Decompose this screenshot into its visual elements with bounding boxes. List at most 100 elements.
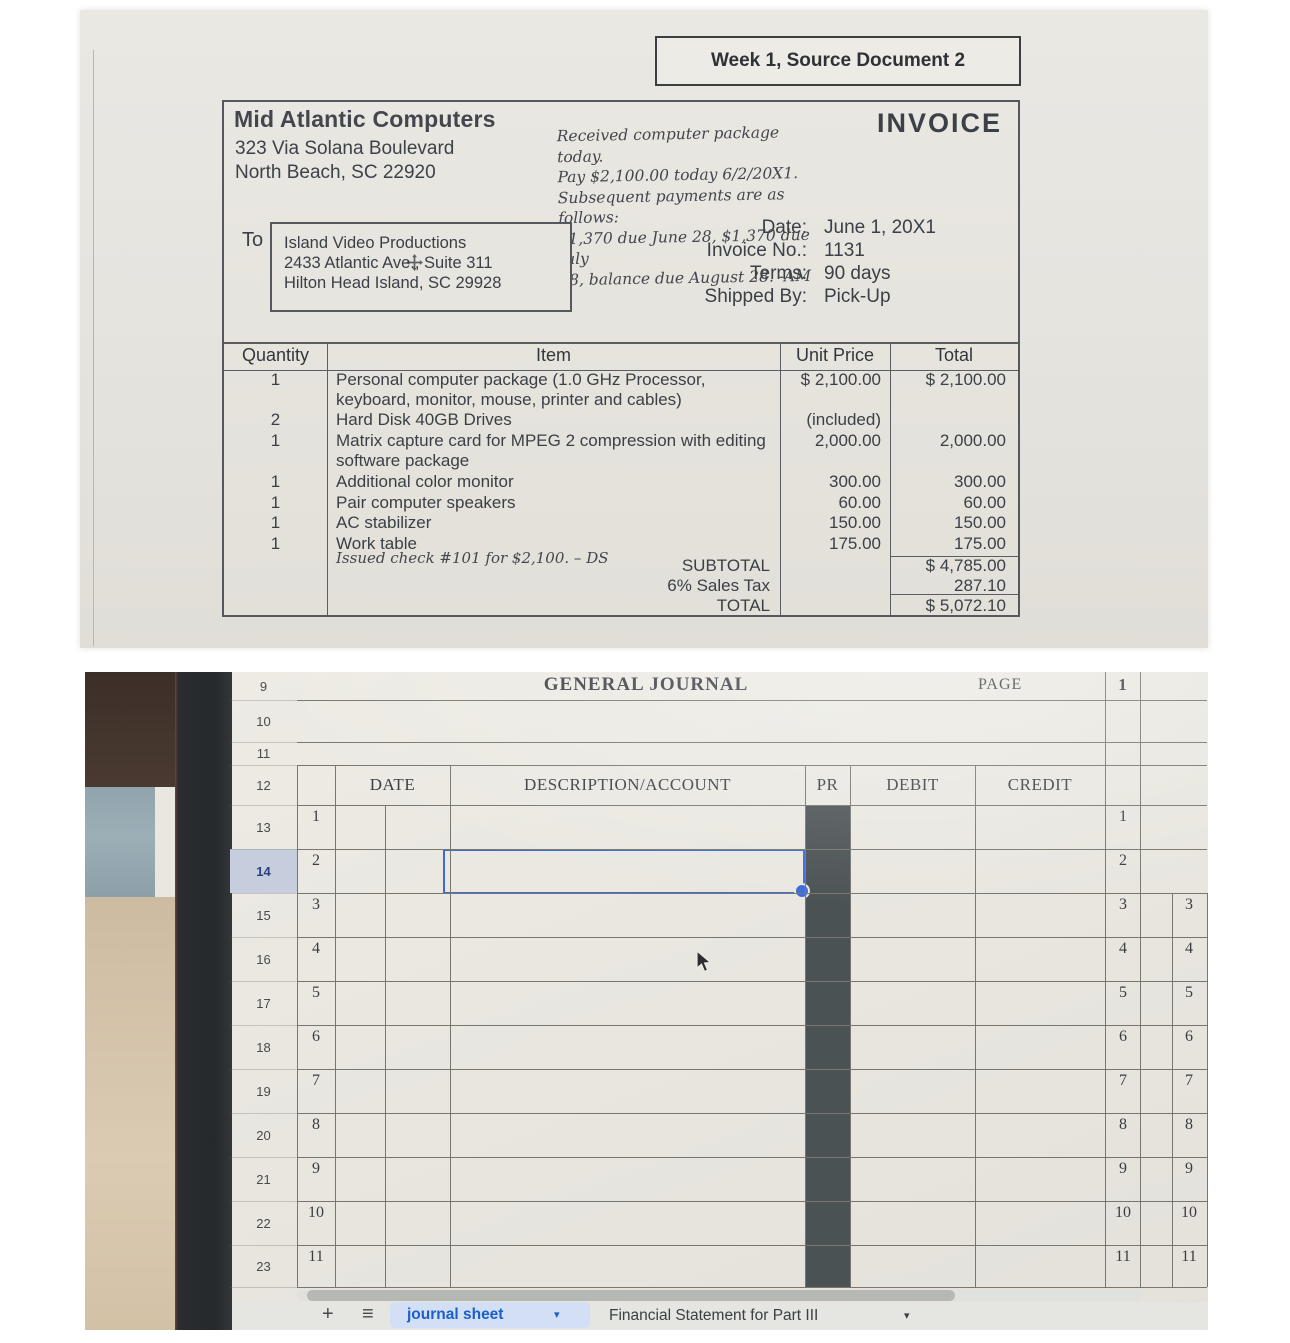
bill-to-line: Island Video Productions [284, 234, 467, 252]
grid-line [230, 1245, 297, 1246]
tab-dropdown-caret-icon[interactable]: ▾ [904, 1310, 910, 1322]
qty-cell: 1 [270, 370, 281, 389]
line-number-left: 8 [312, 1116, 320, 1133]
unit-price-cell: 150.00 [829, 513, 881, 532]
grid-line [230, 981, 297, 982]
row-header-11[interactable]: 11 [256, 746, 271, 761]
bill-to-line: Hilton Head Island, SC 29928 [284, 274, 502, 292]
grid-line [1140, 672, 1141, 1287]
note-line: Received computer package today. [556, 123, 780, 166]
shipped-by-value: Pick-Up [824, 286, 891, 307]
line-number-next-page: 8 [1185, 1116, 1193, 1133]
grid-line [230, 1287, 297, 1288]
active-tab-background[interactable] [390, 1302, 590, 1328]
subtotal-label: SUBTOTAL [681, 556, 770, 575]
selected-cell[interactable] [443, 849, 805, 894]
summary-row: TOTAL $ 5,072.10 [224, 596, 1018, 618]
line-number-next-page: 10 [1181, 1204, 1197, 1221]
sales-tax-value: 287.10 [954, 576, 1006, 595]
grid-line [297, 1157, 1207, 1158]
background-wood-floor [85, 897, 177, 1330]
item-cell: Pair computer speakers [336, 493, 516, 512]
handwritten-check-note: Issued check #101 for $2,100. – DS [336, 549, 609, 567]
row-header-13[interactable]: 13 [256, 819, 271, 835]
col-header-debit: DEBIT [886, 775, 939, 794]
date-label: Date: [761, 217, 807, 238]
terms-label: Terms: [750, 263, 807, 284]
line-number-next-page: 3 [1185, 896, 1193, 913]
grid-line [297, 849, 1207, 850]
grid-line [297, 981, 1207, 982]
horizontal-scrollbar-thumb[interactable] [307, 1290, 955, 1301]
unit-price-cell [780, 576, 890, 596]
unit-price-cell: 60.00 [838, 493, 881, 512]
total-cell: 300.00 [954, 472, 1006, 491]
grid-line [297, 1287, 1207, 1288]
row-header-12[interactable]: 12 [256, 777, 271, 793]
line-number-right: 1 [1119, 808, 1127, 825]
row-header-19[interactable]: 19 [256, 1083, 271, 1099]
row-header-17[interactable]: 17 [256, 995, 271, 1011]
line-number-right: 7 [1119, 1072, 1127, 1089]
row-header-9[interactable]: 9 [259, 678, 268, 694]
line-number-right: 6 [1119, 1028, 1127, 1045]
line-number-next-page: 9 [1185, 1160, 1193, 1177]
grid-line [297, 805, 1207, 806]
unit-price-cell: 175.00 [829, 534, 881, 553]
invoice-no-label: Invoice No.: [706, 240, 807, 261]
paper-fold-line [93, 50, 94, 646]
col-header-unit-price: Unit Price [795, 345, 875, 365]
tab-journal-sheet[interactable]: journal sheet [407, 1306, 504, 1323]
row-header-16[interactable]: 16 [256, 951, 271, 967]
grid-line [297, 700, 1207, 701]
total-cell: $ 2,100.00 [925, 370, 1006, 389]
qty-cell [224, 556, 327, 576]
line-number-left: 11 [308, 1248, 324, 1265]
line-number-left: 5 [312, 984, 320, 1001]
unit-price-cell: $ 2,100.00 [800, 370, 881, 389]
tab-dropdown-caret-icon[interactable]: ▾ [554, 1309, 560, 1321]
all-sheets-menu-icon[interactable]: ≡ [362, 1303, 374, 1325]
selection-fill-handle[interactable] [794, 883, 810, 899]
pr-column-dark-band [805, 805, 850, 1287]
company-name: Mid Atlantic Computers [234, 106, 496, 132]
col-header-quantity: Quantity [241, 345, 310, 365]
grid-line [230, 765, 297, 766]
row-header-20[interactable]: 20 [256, 1127, 271, 1143]
sales-tax-label: 6% Sales Tax [667, 576, 770, 595]
company-address-line2: North Beach, SC 22920 [235, 162, 436, 183]
row-header-23[interactable]: 23 [256, 1258, 271, 1274]
scanned-invoice-document: Week 1, Source Document 2 Mid Atlantic C… [80, 10, 1208, 648]
invoice-box: Mid Atlantic Computers 323 Via Solana Bo… [222, 100, 1020, 617]
move-cursor-icon [406, 254, 423, 271]
row-header-14[interactable]: 14 [230, 849, 297, 893]
line-number-right: 10 [1115, 1204, 1131, 1221]
grid-line [230, 937, 297, 938]
row-header-22[interactable]: 22 [256, 1215, 271, 1231]
line-number-right: 9 [1119, 1160, 1127, 1177]
item-cell: Personal computer package (1.0 GHz Proce… [336, 370, 706, 409]
to-label: To [242, 229, 264, 251]
line-number-left: 7 [312, 1072, 320, 1089]
banner-text: Week 1, Source Document 2 [710, 50, 966, 71]
grid-line [230, 1069, 297, 1070]
row-header-15[interactable]: 15 [256, 907, 271, 923]
grid-line [297, 1025, 1207, 1026]
grid-line [230, 742, 297, 743]
invoice-no-value: 1131 [824, 240, 865, 261]
row-header-21[interactable]: 21 [256, 1171, 271, 1187]
line-number-next-page: 7 [1185, 1072, 1193, 1089]
add-sheet-button[interactable]: + [322, 1303, 334, 1325]
grid-line [1207, 893, 1208, 1287]
row-header-10[interactable]: 10 [256, 713, 271, 729]
line-number-right: 4 [1119, 940, 1127, 957]
grid-line [385, 805, 386, 1287]
grid-line [297, 765, 298, 1287]
grid-line [297, 937, 1207, 938]
qty-cell: 1 [270, 534, 281, 553]
table-row: 1 Additional color monitor 300.00 300.00 [224, 472, 1018, 493]
unit-price-cell: (included) [806, 410, 881, 429]
tab-financial-statement[interactable]: Financial Statement for Part III [609, 1307, 819, 1324]
row-header-18[interactable]: 18 [256, 1039, 271, 1055]
